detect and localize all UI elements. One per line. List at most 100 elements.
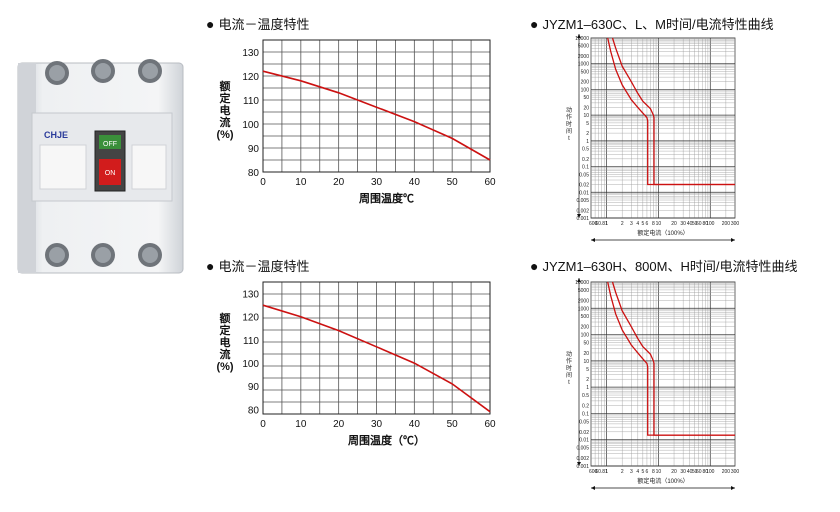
y-tick-label: 0.02	[579, 183, 589, 189]
x-tick-label: 60	[484, 419, 496, 430]
brand-logo: CHJE	[44, 130, 68, 140]
y-tick-label: 120	[242, 313, 259, 324]
y-tick-label: 5000	[578, 288, 589, 294]
x-tick-label: 4	[636, 221, 639, 227]
y-axis-label-unit: (%)	[216, 361, 233, 373]
x-tick-label: 20	[671, 221, 677, 227]
breaker-image: CHJE OFF ON	[10, 55, 190, 280]
y-tick-label: 0.01	[579, 438, 589, 444]
x-tick-label: 100	[706, 469, 715, 475]
y-tick-label: 0.2	[582, 157, 589, 163]
derating-chart-2: 0 10 20 30 40 50 60 80 90 100 110 120 130 额定电流(%) 周围温度…	[216, 281, 496, 447]
derating-title-1: ● 电流－温度特性	[206, 16, 310, 32]
y-tick-label: 500	[581, 314, 590, 320]
derating-line	[262, 304, 491, 413]
y-tick-label: 110	[243, 96, 259, 107]
y-tick-label: 500	[581, 69, 590, 75]
y-tick-label: 5	[586, 367, 589, 373]
x-tick-label: 3	[630, 469, 633, 475]
trip-curve-line	[611, 37, 735, 186]
curve-title-2: ● JYZM1–630H、800M、H时间/电流特性曲线	[530, 258, 798, 274]
y-tick-label: 100	[581, 87, 590, 93]
x-tick-label: 60.81	[595, 469, 608, 475]
x-tick-label: 600	[589, 469, 598, 475]
x-axis-label: 额定电流（100%）	[637, 229, 688, 237]
y-tick-label: 0.05	[579, 419, 589, 425]
x-tick-label: 60	[696, 221, 702, 227]
y-axis-label-char: 额	[220, 311, 231, 325]
x-tick-label: 1	[605, 469, 608, 475]
y-tick-label: 2	[586, 131, 589, 137]
y-tick-label: 0.002	[576, 456, 589, 462]
y-tick-label: 50	[583, 95, 589, 101]
y-tick-label: 5000	[578, 44, 589, 50]
y-axis-label-char: 作	[566, 357, 572, 365]
y-axis-label-char: t	[568, 136, 570, 142]
y-tick-label: 0.01	[579, 190, 589, 196]
y-tick-label: 0.001	[576, 216, 589, 222]
x-tick-label: 40	[409, 177, 421, 188]
x-axis-label: 周围温度（℃）	[348, 433, 425, 447]
off-label: OFF	[103, 141, 117, 148]
y-tick-label: 0.1	[582, 411, 589, 417]
y-axis-label-char: 额	[220, 79, 231, 93]
x-tick-label: 4	[636, 469, 639, 475]
y-tick-label: 10	[583, 113, 589, 119]
x-tick-label: 60	[696, 469, 702, 475]
x-tick-label: 30	[371, 177, 383, 188]
y-tick-label: 10000	[575, 280, 589, 286]
x-tick-label: 2	[621, 469, 624, 475]
x-tick-label: 8	[652, 469, 655, 475]
y-tick-label: 1000	[578, 306, 589, 312]
y-tick-label: 0.02	[579, 430, 589, 436]
y-tick-label: 0.5	[582, 393, 589, 399]
trip-curve-line	[607, 37, 735, 186]
trip-curve-line	[607, 281, 735, 436]
x-tick-label: 40	[687, 221, 693, 227]
y-tick-label: 80	[248, 405, 260, 416]
x-tick-label: 50	[447, 419, 459, 430]
y-tick-label: 1000	[578, 62, 589, 68]
y-tick-label: 10	[583, 359, 589, 365]
derating-chart-1: 0 10 20 30 40 50 60 80 90 100 110 120 130 额定电流(%) 周围温度…	[216, 39, 496, 205]
x-tick-label: 3	[630, 221, 633, 227]
y-axis-label-char: 定	[220, 91, 231, 105]
x-tick-label: 2	[621, 221, 624, 227]
x-tick-label: 5	[641, 221, 644, 227]
x-tick-label: 10	[656, 469, 662, 475]
x-tick-label: 30	[680, 469, 686, 475]
y-axis-label-char: 时	[566, 120, 572, 128]
x-tick-label: 5	[641, 469, 644, 475]
trip-curve-line	[611, 281, 735, 436]
y-tick-label: 2000	[578, 54, 589, 60]
x-tick-label: 300	[731, 221, 740, 227]
x-tick-label: 0	[260, 177, 266, 188]
y-tick-label: 0.005	[576, 198, 589, 204]
derating-line	[262, 70, 491, 161]
y-tick-label: 200	[581, 80, 590, 86]
y-axis-label-char: 间	[566, 371, 572, 379]
y-axis-label-char: 流	[220, 115, 231, 129]
derating-title-2: ● 电流－温度特性	[206, 258, 310, 274]
y-tick-label: 80	[248, 168, 260, 179]
y-tick-label: 2	[586, 377, 589, 383]
y-tick-label: 20	[583, 351, 589, 357]
x-tick-label: 100	[706, 221, 715, 227]
y-tick-label: 20	[583, 105, 589, 111]
y-axis-label-char: 动	[566, 351, 572, 358]
x-tick-label: 40	[409, 419, 421, 430]
y-tick-label: 0.5	[582, 147, 589, 153]
y-tick-label: 0.005	[576, 446, 589, 452]
y-axis-label-char: t	[568, 380, 570, 386]
curve-title-1: ● JYZM1–630C、L、M时间/电流特性曲线	[530, 16, 774, 32]
y-tick-label: 100	[581, 333, 590, 339]
y-tick-label: 90	[248, 382, 260, 393]
on-label: ON	[105, 170, 116, 177]
y-tick-label: 130	[242, 290, 259, 301]
y-tick-label: 130	[242, 48, 259, 59]
x-tick-label: 1	[605, 221, 608, 227]
x-axis-label: 额定电流（100%）	[637, 477, 688, 485]
x-tick-label: 6	[646, 469, 649, 475]
x-tick-label: 30	[680, 221, 686, 227]
x-tick-label: 300	[731, 469, 740, 475]
